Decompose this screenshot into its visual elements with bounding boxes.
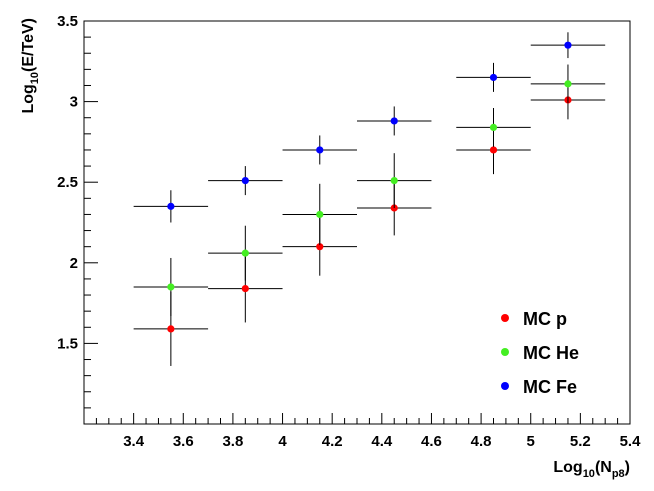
y-tick-label: 1.5	[57, 335, 78, 352]
data-point	[241, 284, 249, 293]
data-point	[390, 176, 398, 185]
data-point	[167, 202, 175, 210]
data-point	[489, 123, 498, 131]
x-tick-label: 4.6	[421, 433, 442, 450]
x-tick-label: 4.2	[322, 433, 343, 450]
data-point	[564, 41, 572, 49]
data-point	[489, 146, 498, 154]
y-tick-label: 3.5	[57, 13, 78, 30]
data-point	[390, 117, 398, 125]
series-mc-fe	[133, 32, 606, 223]
legend-label: MC p	[523, 309, 567, 329]
legend: MC p MC He MC Fe	[501, 309, 579, 397]
data-point	[489, 73, 498, 82]
axis-labels: 3.4 3.6 3.8 4 4.2 4.4 4.6 4.8 5 5.2 5.4 1.5 2 2.5 3 3.5…	[20, 13, 641, 480]
x-tick-label: 3.4	[123, 433, 145, 450]
legend-marker	[501, 382, 509, 390]
x-tick-label: 5.4	[620, 433, 642, 450]
data-point	[564, 80, 572, 88]
data-point	[316, 210, 324, 219]
x-axis-title: Log10(Np8)	[553, 459, 630, 480]
data-point	[316, 243, 324, 251]
y-axis-title: Log10(E/TeV)	[20, 18, 41, 114]
x-tick-label: 4.8	[471, 433, 492, 450]
data-layer	[133, 32, 606, 366]
x-tick-label: 5	[527, 433, 535, 450]
axes-layer	[83, 20, 631, 425]
y-tick-label: 2.5	[57, 174, 78, 191]
data-point	[241, 176, 249, 185]
x-tick-label: 4	[278, 433, 287, 450]
legend-marker	[501, 348, 509, 356]
data-point	[316, 146, 324, 154]
legend-label: MC Fe	[523, 377, 577, 397]
x-tick-label: 5.2	[570, 433, 591, 450]
x-tick-label: 3.6	[173, 433, 194, 450]
y-tick-label: 2	[70, 255, 78, 272]
x-tick-label: 4.4	[371, 433, 393, 450]
series-mc-he	[133, 64, 606, 316]
x-tick-label: 3.8	[222, 433, 243, 450]
data-point	[167, 325, 175, 333]
y-tick-label: 3	[70, 94, 78, 111]
data-point	[241, 249, 249, 257]
legend-label: MC He	[523, 343, 579, 363]
legend-marker	[501, 314, 509, 322]
data-point	[167, 283, 175, 291]
